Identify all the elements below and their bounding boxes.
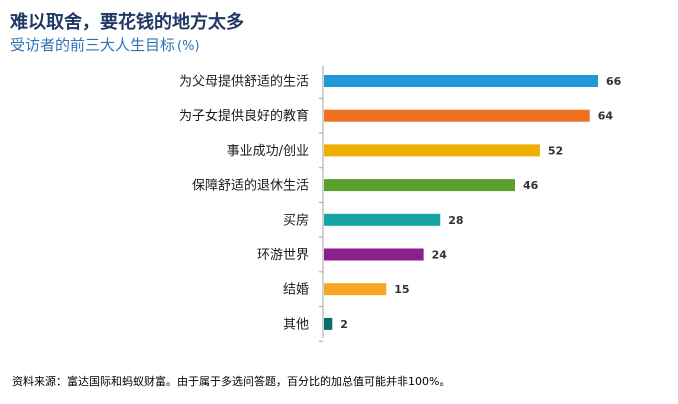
chart-unit: (%) [177,39,200,54]
category-label: 其他 [283,317,309,332]
bar [324,317,333,330]
category-label: 事业成功/创业 [227,144,309,159]
plot-area: 为父母提供舒适的生活 66 为子女提供良好的教育 64 事业成功/创业 52 保障舒适的退休… [179,66,622,342]
category-label: 结婚 [283,283,309,298]
value-label: 52 [548,144,563,157]
chart-title: 难以取舍，要花钱的地方太多 [10,12,244,33]
value-label: 46 [523,179,539,192]
bar [324,283,387,296]
chart-subtitle-text: 受访者的前三大人生目标 [10,36,176,54]
category-label: 环游世界 [257,248,309,263]
category-label: 为子女提供良好的教育 [179,108,309,124]
category-label: 买房 [283,212,309,228]
value-label: 64 [598,110,614,123]
value-label: 66 [606,75,622,88]
category-label: 保障舒适的退休生活 [192,178,309,194]
bar [324,248,424,261]
bar [324,213,441,226]
category-label: 为父母提供舒适的生活 [179,74,309,90]
bar [324,109,590,122]
source-footnote: 资料来源：富达国际和蚂蚁财富。由于属于多选问答题，百分比的加总值可能并非100%… [12,375,451,388]
value-label: 24 [432,249,448,262]
bar [324,144,540,157]
value-label: 2 [340,318,348,331]
bar [324,179,515,192]
chart-subtitle: 受访者的前三大人生目标 (%) [10,34,200,55]
value-label: 15 [394,283,409,296]
value-label: 28 [448,214,463,227]
bar [324,75,598,87]
